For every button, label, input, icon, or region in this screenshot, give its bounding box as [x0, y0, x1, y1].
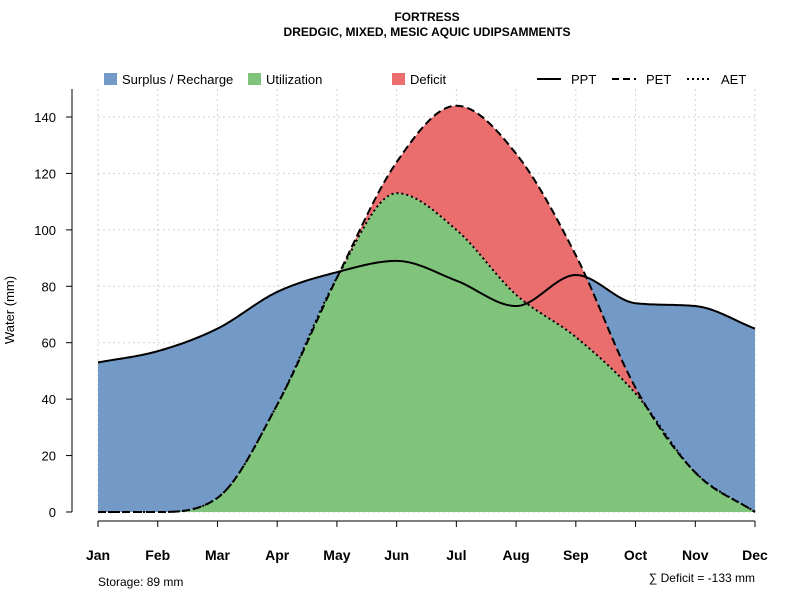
y-tick-label: 120	[34, 166, 56, 181]
legend-label: Deficit	[410, 72, 447, 87]
area-layer	[98, 105, 755, 512]
y-tick-label: 140	[34, 110, 56, 125]
x-tick-label-dec: Dec	[742, 547, 768, 563]
legend-item-pet: PET	[612, 72, 671, 87]
legend-swatch	[248, 73, 261, 85]
legend-item-aet: AET	[687, 72, 746, 87]
x-tick-label-jul: Jul	[446, 547, 466, 563]
axes: 0 20 40 60 80 100 120 140 Jan Feb Mar Apr May Jun Jul A…	[34, 89, 768, 563]
x-tick-label-nov: Nov	[682, 547, 709, 563]
deficit-area	[98, 105, 755, 512]
legend-label: PET	[646, 72, 671, 87]
utilization-area	[98, 193, 755, 512]
deficit-annotation: ∑ Deficit = -133 mm	[649, 571, 755, 585]
legend-swatch	[104, 73, 117, 85]
y-tick-label: 20	[42, 449, 56, 464]
legend-swatch	[392, 73, 405, 85]
x-tick-label-sep: Sep	[563, 547, 589, 563]
chart-title: FORTRESS	[394, 10, 459, 24]
x-tick-label-aug: Aug	[502, 547, 529, 563]
legend-item-deficit: Deficit	[392, 72, 447, 87]
y-tick-label: 100	[34, 223, 56, 238]
legend-item-utilization: Utilization	[248, 72, 322, 87]
legend-label: Utilization	[266, 72, 322, 87]
x-tick-label-apr: Apr	[265, 547, 290, 563]
legend: Surplus / Recharge Utilization Deficit PPT P…	[104, 72, 746, 87]
x-tick-label-may: May	[323, 547, 350, 563]
legend-item-surplus-recharge: Surplus / Recharge	[104, 72, 233, 87]
legend-label: Surplus / Recharge	[122, 72, 233, 87]
y-tick-label: 0	[49, 505, 56, 520]
legend-item-ppt: PPT	[537, 72, 596, 87]
legend-label: PPT	[571, 72, 596, 87]
y-axis-title: Water (mm)	[2, 276, 17, 344]
line-layer	[97, 104, 756, 513]
x-tick-label-jan: Jan	[86, 547, 110, 563]
x-tick-label-jun: Jun	[384, 547, 409, 563]
legend-label: AET	[721, 72, 746, 87]
ppt-line	[97, 259, 756, 364]
x-tick-label-feb: Feb	[145, 547, 170, 563]
y-tick-label: 40	[42, 392, 56, 407]
y-tick-label: 80	[42, 279, 56, 294]
x-tick-label-oct: Oct	[624, 547, 648, 563]
x-tick-label-mar: Mar	[205, 547, 230, 563]
y-tick-label: 60	[42, 336, 56, 351]
chart-subtitle: DREDGIC, MIXED, MESIC AQUIC UDIPSAMMENTS	[284, 25, 571, 39]
aet-line	[98, 192, 756, 513]
storage-annotation: Storage: 89 mm	[98, 575, 183, 589]
